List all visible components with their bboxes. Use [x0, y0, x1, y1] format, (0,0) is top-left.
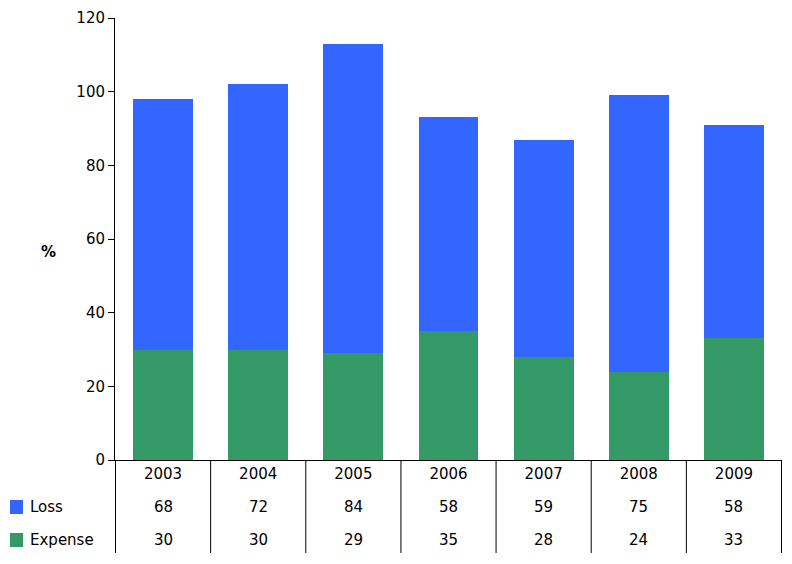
svg-text:0: 0	[95, 451, 105, 469]
svg-text:75: 75	[629, 498, 648, 516]
svg-text:2003: 2003	[144, 465, 182, 483]
svg-text:29: 29	[344, 531, 363, 549]
svg-text:2007: 2007	[525, 465, 563, 483]
svg-text:2004: 2004	[239, 465, 277, 483]
svg-text:2009: 2009	[715, 465, 753, 483]
svg-text:100: 100	[76, 83, 105, 101]
svg-text:68: 68	[154, 498, 173, 516]
svg-text:59: 59	[534, 498, 553, 516]
svg-text:2005: 2005	[334, 465, 372, 483]
svg-text:120: 120	[76, 9, 105, 27]
svg-text:%: %	[41, 243, 56, 261]
svg-text:80: 80	[86, 157, 105, 175]
svg-text:35: 35	[439, 531, 458, 549]
svg-text:Expense: Expense	[30, 531, 94, 549]
svg-text:72: 72	[249, 498, 268, 516]
svg-text:40: 40	[86, 304, 105, 322]
svg-text:84: 84	[344, 498, 363, 516]
svg-text:58: 58	[724, 498, 743, 516]
svg-text:33: 33	[724, 531, 743, 549]
svg-text:20: 20	[86, 378, 105, 396]
svg-text:24: 24	[629, 531, 648, 549]
svg-text:2006: 2006	[429, 465, 467, 483]
svg-text:Loss: Loss	[30, 498, 63, 516]
svg-text:30: 30	[154, 531, 173, 549]
svg-text:28: 28	[534, 531, 553, 549]
svg-text:2008: 2008	[620, 465, 658, 483]
svg-text:58: 58	[439, 498, 458, 516]
svg-text:30: 30	[249, 531, 268, 549]
svg-text:60: 60	[86, 230, 105, 248]
